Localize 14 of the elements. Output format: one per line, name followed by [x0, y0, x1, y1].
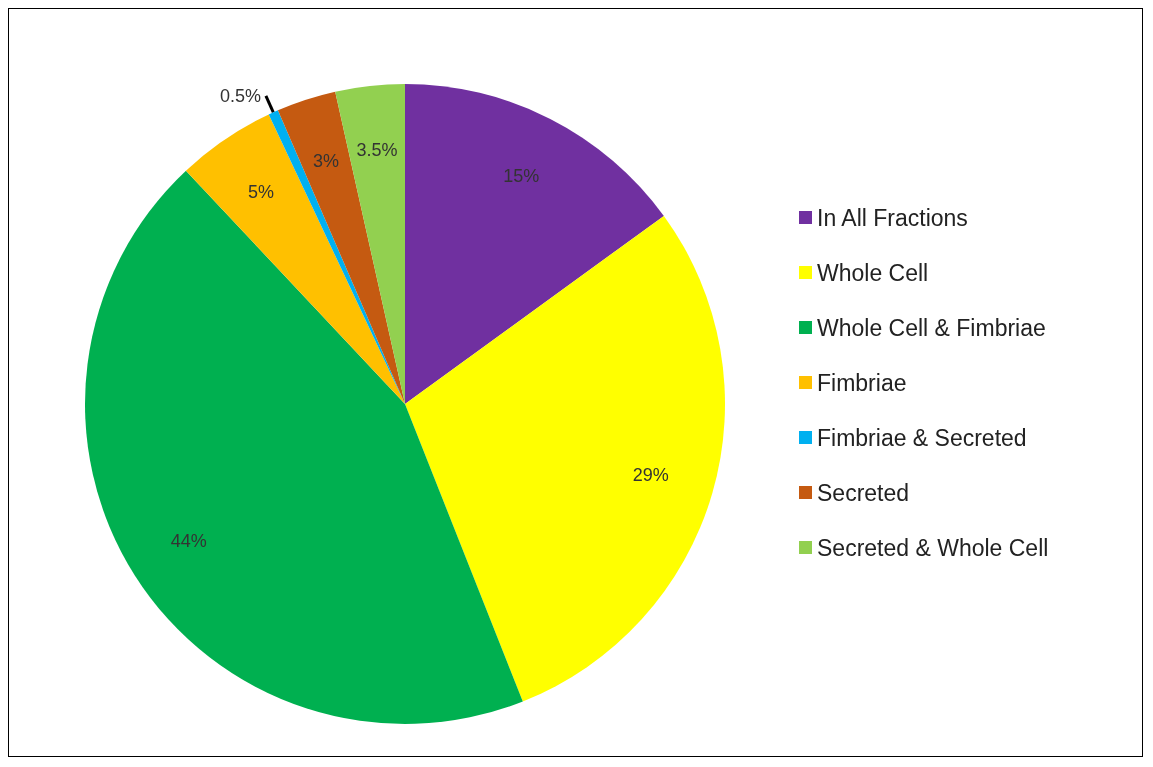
- data-label: 3%: [312, 150, 339, 171]
- data-label: 0.5%: [219, 85, 261, 106]
- data-label: 15%: [503, 165, 540, 186]
- data-label: 5%: [248, 182, 275, 203]
- legend-label: In All Fractions: [817, 204, 968, 231]
- legend-label: Fimbriae: [817, 369, 907, 396]
- legend-label: Whole Cell & Fimbriae: [817, 314, 1046, 341]
- data-label: 44%: [170, 531, 207, 552]
- data-label: 3.5%: [356, 139, 398, 160]
- legend-label: Fimbriae & Secreted: [817, 424, 1027, 451]
- legend-label: Secreted & Whole Cell: [817, 534, 1049, 561]
- data-label: 29%: [632, 465, 669, 486]
- legend-label: Whole Cell: [817, 259, 929, 286]
- legend-label: Secreted: [817, 479, 910, 506]
